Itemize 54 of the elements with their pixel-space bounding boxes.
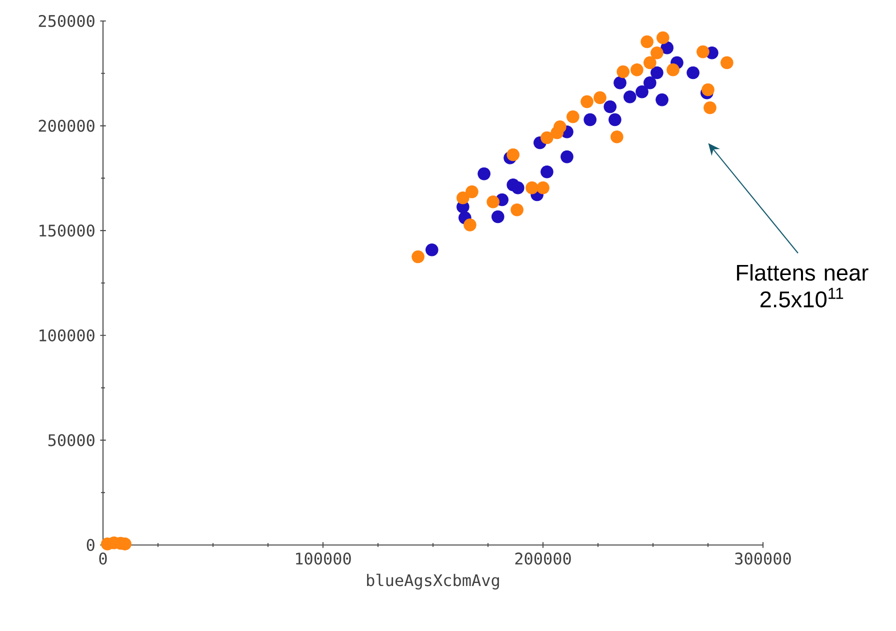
point [510,203,524,216]
point [412,250,424,264]
point [540,165,554,178]
point [614,76,626,90]
point [456,191,470,204]
point [630,63,644,76]
point [704,101,716,114]
point [478,167,490,180]
point [464,218,476,232]
point [512,181,524,194]
point [608,113,622,126]
point [656,31,670,44]
annotation: Flattens near 2.5x10$^{11}$ [737,264,868,308]
point [604,100,617,114]
y-tick-label: 50000 [48,434,94,446]
y-tick-label: 250000 [38,14,94,28]
x-tick-label: 200000 [515,552,571,565]
y-tick-label: 200000 [38,120,94,132]
point [644,56,656,70]
point [554,120,566,134]
point [616,65,630,78]
point [650,46,664,60]
point [584,113,596,126]
point [492,210,504,224]
y-tick-label: 0 [86,538,94,552]
point [624,90,636,104]
y-tick-label: 150000 [40,224,94,237]
point [426,243,438,256]
x-axis-title: blueAgsXcbmAvg [367,574,499,590]
point [486,195,500,208]
point [696,45,710,58]
point [636,85,648,98]
point [702,83,714,96]
x-tick-label: 300000 [735,552,791,565]
point [686,66,700,80]
y-tick-label: 100000 [40,329,94,342]
x-tick-label: 0 [99,552,107,565]
point [594,91,606,104]
point [566,110,580,124]
point [720,56,734,70]
point [526,181,538,194]
point [640,35,654,48]
point [650,66,664,80]
point [560,150,574,164]
point [466,185,478,198]
point [540,131,554,144]
point [506,148,520,162]
point [666,63,680,76]
point [536,181,550,194]
point [656,93,668,106]
point [644,76,656,90]
x-tick-label: 100000 [296,552,351,565]
point [580,95,594,108]
point [610,130,624,144]
